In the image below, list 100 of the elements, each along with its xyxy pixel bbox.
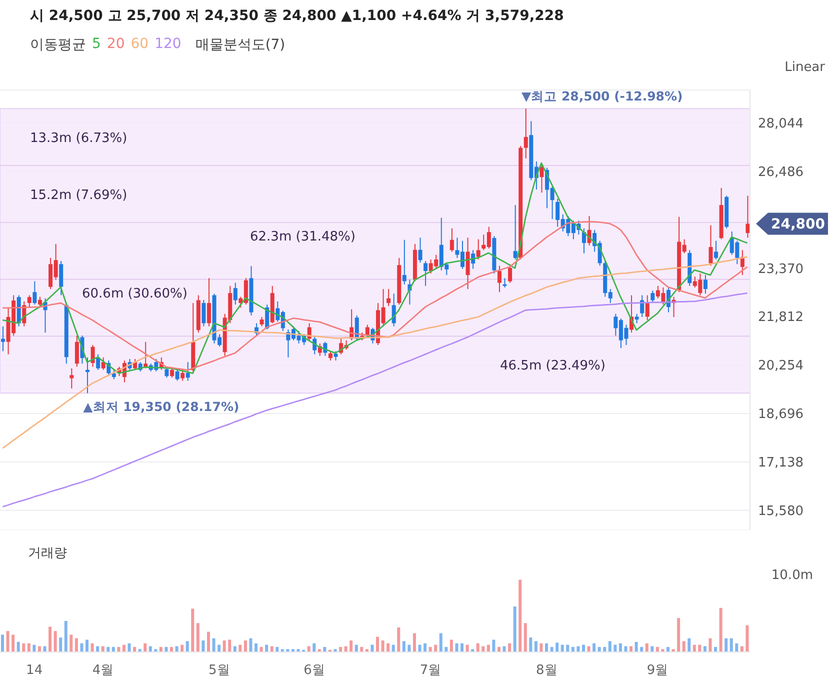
bar xyxy=(698,644,702,652)
bar xyxy=(486,644,490,652)
text: Linear xyxy=(784,60,825,75)
bar xyxy=(492,640,496,652)
bar xyxy=(254,643,258,652)
candlestick xyxy=(402,239,406,285)
candlestick xyxy=(582,228,586,254)
bar xyxy=(540,643,543,652)
y-tick-label: 28,044 xyxy=(758,116,804,132)
bar xyxy=(6,631,10,652)
bar xyxy=(376,636,379,652)
bar xyxy=(148,646,152,652)
bar xyxy=(96,646,100,652)
bar xyxy=(244,640,247,652)
candlestick xyxy=(714,240,718,260)
x-tick-label: 6월 xyxy=(304,663,325,678)
bar xyxy=(608,641,612,652)
bar xyxy=(191,608,194,652)
bar xyxy=(64,620,68,652)
bar xyxy=(412,633,416,652)
text: 매물분석도(7) xyxy=(195,36,286,54)
y-tick-label: 20,254 xyxy=(758,358,804,374)
bar xyxy=(80,643,84,652)
candlestick xyxy=(144,341,148,369)
bar xyxy=(354,644,358,652)
bar xyxy=(618,643,622,652)
candlestick xyxy=(650,290,655,304)
bar xyxy=(196,623,200,652)
x-tick-label: 8월 xyxy=(536,663,558,678)
x-tick-label: 7월 xyxy=(420,663,442,678)
bar xyxy=(740,646,744,652)
bar xyxy=(90,643,94,652)
bar xyxy=(614,644,617,652)
candlestick xyxy=(186,362,190,382)
bar xyxy=(128,643,131,652)
bar xyxy=(38,646,41,652)
candlestick xyxy=(703,274,708,294)
text: 120 xyxy=(154,36,182,54)
candlestick xyxy=(1,326,5,352)
x-tick-label: 4월 xyxy=(92,663,114,678)
bar xyxy=(101,646,104,652)
bar xyxy=(582,644,585,652)
candlestick xyxy=(645,294,650,321)
bar xyxy=(482,646,485,652)
candlestick xyxy=(74,335,79,368)
bar xyxy=(439,633,442,652)
text: 24,800 xyxy=(770,216,826,233)
bar xyxy=(455,643,458,652)
bar xyxy=(556,642,559,652)
bar xyxy=(534,641,538,652)
x-tick-label: 14 xyxy=(26,663,43,678)
bar xyxy=(566,644,570,652)
bar xyxy=(233,646,236,652)
y-tick-label: 23,370 xyxy=(758,262,804,277)
bar xyxy=(186,641,189,652)
candlestick xyxy=(502,278,507,288)
bar xyxy=(218,644,221,652)
candlestick xyxy=(32,280,37,306)
bar xyxy=(270,646,274,652)
band-label: 60.6m (30.60%) xyxy=(82,286,188,302)
candlestick xyxy=(708,224,713,266)
bar xyxy=(202,640,205,652)
bar xyxy=(735,643,738,652)
chart-subtitle: 시 24,500 고 25,700 저 24,350 종 24,800 ▲1,100 +4.64% 거 3,579,228 xyxy=(30,7,564,25)
text: 10.0m xyxy=(771,568,813,583)
bar xyxy=(545,643,548,652)
bar xyxy=(724,638,728,652)
bar xyxy=(592,643,596,652)
bar xyxy=(624,646,628,652)
bar xyxy=(381,640,384,652)
candlestick xyxy=(476,238,480,260)
bar xyxy=(708,638,712,652)
candlestick xyxy=(746,195,750,238)
bar xyxy=(386,643,390,652)
bar xyxy=(265,644,268,652)
candlestick xyxy=(101,356,106,370)
bar xyxy=(677,618,680,652)
bar xyxy=(408,644,411,652)
candlestick xyxy=(508,264,512,284)
bar xyxy=(59,638,62,652)
bar xyxy=(576,646,580,652)
band-label: 15.2m (7.69%) xyxy=(30,188,128,204)
x-tick-label: 9월 xyxy=(646,663,668,678)
candlestick xyxy=(524,108,528,159)
candlestick xyxy=(450,228,454,252)
bar xyxy=(222,640,226,652)
candlestick xyxy=(640,294,644,318)
bar xyxy=(249,638,252,652)
bar xyxy=(70,634,73,652)
candlestick xyxy=(386,288,391,307)
bar xyxy=(719,608,722,652)
bar xyxy=(682,641,686,652)
band-label: 46.5m (23.49%) xyxy=(500,358,606,374)
bar xyxy=(32,644,36,652)
y-tick-label: 26,486 xyxy=(758,164,804,180)
bar xyxy=(12,634,15,652)
candlestick xyxy=(328,350,332,362)
candlestick xyxy=(164,368,169,378)
bar xyxy=(54,631,57,652)
bar xyxy=(634,642,638,652)
